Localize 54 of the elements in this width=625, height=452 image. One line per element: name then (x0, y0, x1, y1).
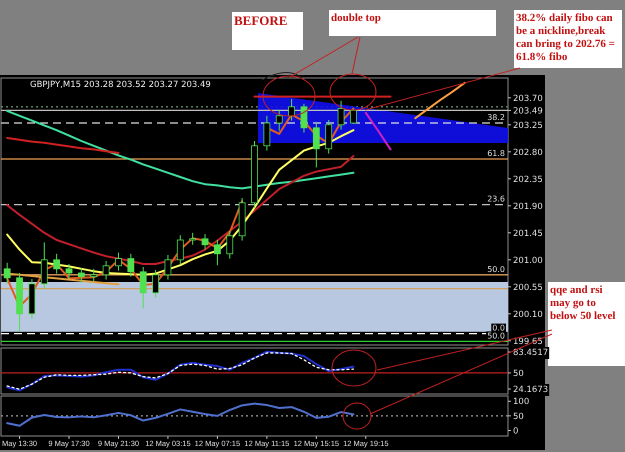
candlestick (4, 262, 11, 284)
y-tick-label: 201.90 (513, 202, 543, 212)
candlestick (263, 115, 270, 152)
candlestick (78, 268, 85, 284)
annotation: 0.0 (492, 324, 505, 333)
candlestick (40, 242, 48, 290)
annotation: 61.8 (487, 149, 505, 158)
candlestick (350, 108, 357, 124)
candlestick (53, 253, 60, 274)
chart-title: GBPJPY,M15 203.28 203.52 203.27 203.49 (30, 80, 211, 90)
candlestick (214, 240, 221, 266)
candlestick (115, 252, 122, 272)
candlestick (164, 254, 172, 280)
annotation: 50.0 (487, 264, 505, 274)
candlestick (176, 234, 184, 266)
candlestick (312, 122, 320, 168)
y-tick-label: 100 (513, 397, 530, 408)
candlestick (140, 266, 147, 309)
y-tick-label: 50 (513, 368, 524, 379)
candlestick (338, 100, 344, 130)
y-tick-label: 201.00 (513, 256, 543, 266)
candlestick (102, 260, 110, 280)
y-tick-label: 24.1673 (513, 385, 548, 395)
text: qqe and rsi may go to below 50 level (550, 284, 616, 322)
y-tick-label: 0 (513, 426, 518, 436)
candlestick (90, 268, 98, 282)
y-tick-label: 202.35 (513, 174, 543, 185)
y-tick-label: 203.70 (513, 94, 543, 104)
line-series (6, 137, 120, 154)
y-tick-label: 200.10 (513, 310, 543, 320)
candlestick (288, 98, 295, 122)
candlestick (127, 253, 134, 278)
candlestick (276, 109, 283, 132)
text: BEFORE (234, 13, 288, 28)
annotation: 23.6 (487, 194, 505, 204)
candlestick (202, 234, 208, 250)
y-tick-label: 201.45 (513, 228, 543, 239)
text: double top (331, 12, 381, 24)
line-series (414, 82, 466, 120)
text: 38.2% daily fibo can be a nickline,break can bring to 202.76 = 61.8% fibo (516, 12, 615, 63)
candlestick (189, 232, 196, 246)
annotation: 50.0 (487, 331, 505, 340)
candlestick (66, 264, 72, 280)
y-tick-label: 202.80 (513, 148, 543, 158)
y-tick-label: 203.49 (513, 106, 543, 116)
line-series (6, 110, 354, 190)
annotation: 38.2 (487, 113, 505, 122)
y-tick-label: 50 (513, 412, 524, 422)
y-tick-label: 203.25 (513, 120, 543, 131)
candlestick (226, 230, 234, 260)
candlestick (152, 270, 159, 298)
y-tick-label: 200.55 (513, 282, 543, 293)
y-tick-label: 83.4517 (513, 348, 548, 358)
candlestick (300, 103, 308, 134)
